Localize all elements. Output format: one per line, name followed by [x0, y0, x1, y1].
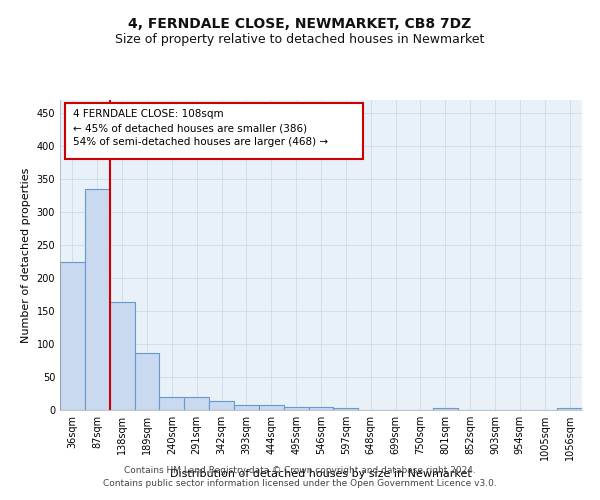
- X-axis label: Distribution of detached houses by size in Newmarket: Distribution of detached houses by size …: [170, 468, 472, 478]
- Bar: [60, 262, 85, 410]
- Bar: [557, 408, 582, 410]
- Bar: [184, 397, 209, 410]
- Bar: [209, 401, 234, 410]
- Bar: [308, 408, 334, 410]
- Bar: [284, 406, 308, 410]
- Bar: [110, 302, 134, 410]
- Text: 4, FERNDALE CLOSE, NEWMARKET, CB8 7DZ: 4, FERNDALE CLOSE, NEWMARKET, CB8 7DZ: [128, 18, 472, 32]
- FancyBboxPatch shape: [65, 103, 363, 159]
- Bar: [234, 406, 259, 410]
- Y-axis label: Number of detached properties: Number of detached properties: [21, 168, 31, 342]
- Text: 4 FERNDALE CLOSE: 108sqm
← 45% of detached houses are smaller (386)
54% of semi-: 4 FERNDALE CLOSE: 108sqm ← 45% of detach…: [73, 108, 328, 148]
- Bar: [160, 397, 184, 410]
- Bar: [134, 352, 160, 410]
- Bar: [334, 408, 358, 410]
- Text: Size of property relative to detached houses in Newmarket: Size of property relative to detached ho…: [115, 32, 485, 46]
- Bar: [433, 408, 458, 410]
- Bar: [259, 406, 284, 410]
- Text: Contains HM Land Registry data © Crown copyright and database right 2024.
Contai: Contains HM Land Registry data © Crown c…: [103, 466, 497, 487]
- Bar: [85, 189, 110, 410]
